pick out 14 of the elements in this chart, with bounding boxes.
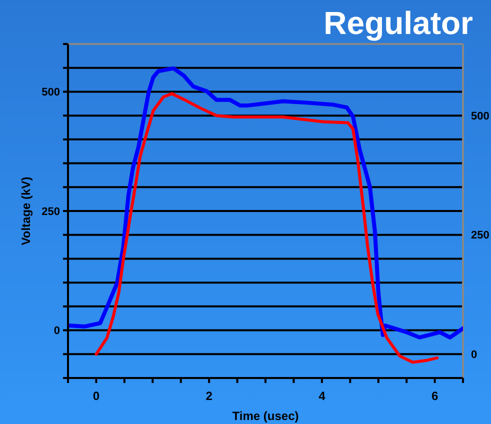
y2-tick-label: 500	[471, 110, 490, 122]
y-axis-title: Voltage (kV)	[19, 176, 33, 246]
y2-tick-label: 0	[471, 348, 478, 361]
y-tick-label: 500	[42, 86, 60, 99]
x-tick-label: 2	[206, 389, 213, 403]
y-tick-label: 250	[42, 206, 60, 218]
line-series	[94, 92, 439, 364]
chart-title: Regulator	[324, 5, 473, 41]
x-tick-label: 0	[92, 389, 100, 403]
x-tick-label: 4	[318, 389, 326, 403]
x-axis-title: Time (usec)	[232, 409, 299, 423]
x-tick-label: 6	[431, 389, 438, 403]
y-tick-label: 0	[54, 325, 60, 338]
y2-tick-label: 250	[471, 230, 490, 242]
